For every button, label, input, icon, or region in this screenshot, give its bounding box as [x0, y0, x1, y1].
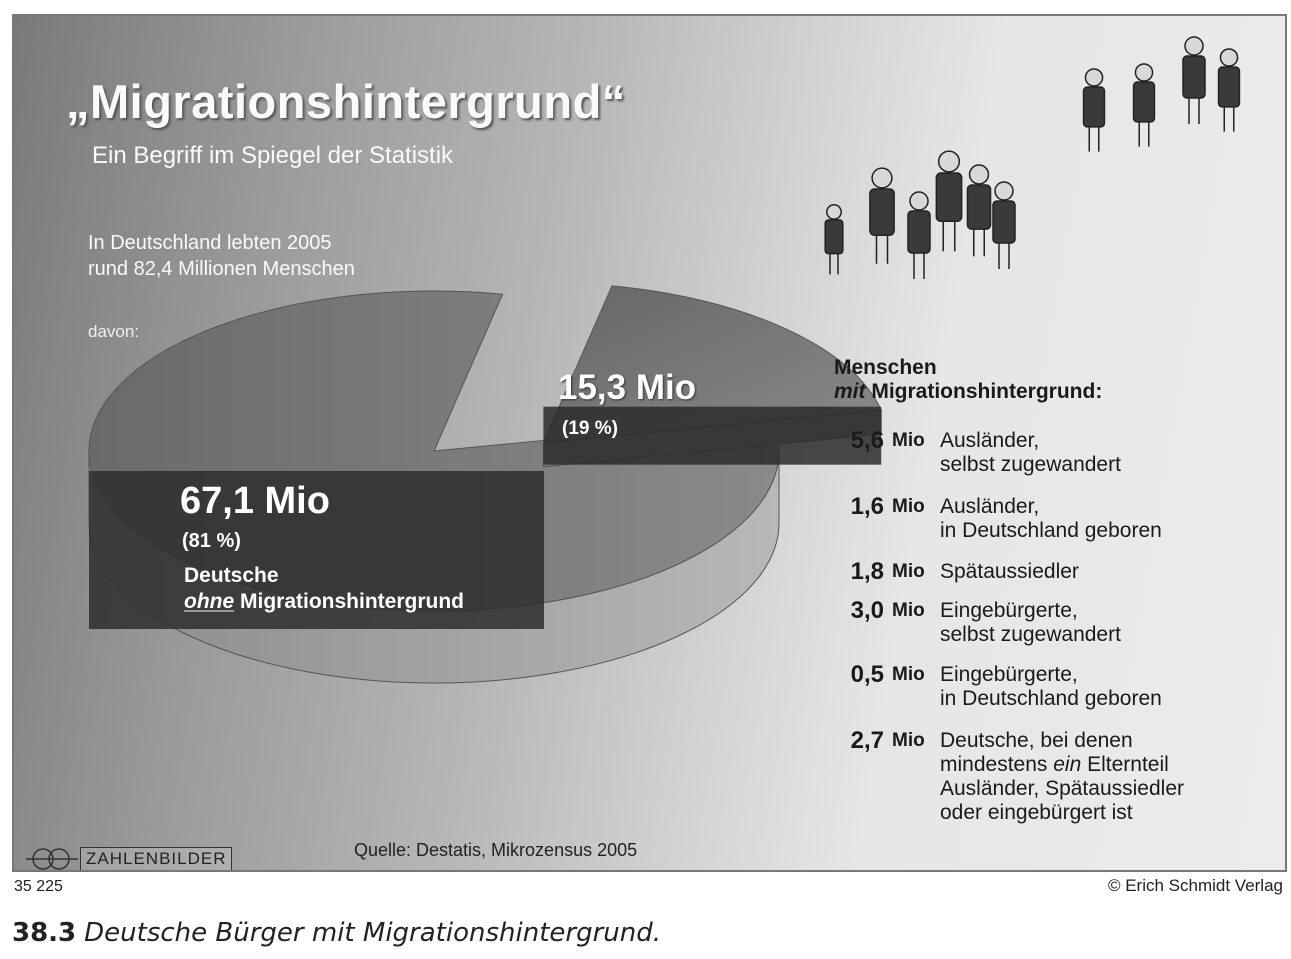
figure-code: 35 225	[14, 878, 63, 895]
person-body	[992, 200, 1016, 244]
davon-label: davon:	[88, 322, 140, 341]
person-legs	[942, 221, 956, 252]
intro-line-1: In Deutschland lebten 2005	[88, 232, 332, 254]
person-legs	[913, 253, 925, 279]
person-body	[1217, 66, 1241, 108]
person-body	[869, 188, 895, 236]
legend-item-description: Eingebürgerte, in Deutschland geboren	[940, 662, 1162, 711]
person-legs	[1088, 126, 1100, 152]
person-head	[1184, 36, 1204, 56]
person-legs	[1188, 98, 1200, 124]
legend-item-line: Ausländer,	[940, 495, 1040, 518]
legend-heading-line1: Menschen	[834, 356, 937, 379]
person-head	[968, 164, 990, 185]
person-body	[1132, 81, 1156, 123]
slice-large-label-line2: ohne Migrationshintergrund	[184, 590, 464, 614]
slice-large-label-em: ohne	[184, 590, 235, 613]
legend-item-unit: Mio	[892, 496, 925, 517]
person-head	[1134, 63, 1154, 82]
person-body	[824, 219, 844, 255]
legend-heading-rest: Migrationshintergrund:	[871, 380, 1103, 403]
legend-item-line: Eingebürgerte,	[940, 663, 1078, 686]
person-body	[1182, 55, 1206, 99]
slice-large-label-rest: Migrationshintergrund	[240, 590, 465, 613]
legend-item-line: Eingebürgerte,	[940, 599, 1078, 622]
logo-text: ZAHLENBILDER	[80, 847, 233, 870]
person-legs	[973, 229, 985, 257]
chart-title: „Migrationshintergrund“	[66, 75, 626, 128]
person-head	[1219, 48, 1239, 67]
legend-item: 5,6 Mio Ausländer, selbst zugewandert	[834, 428, 1121, 477]
person-head	[871, 167, 893, 189]
slice-small-percent: (19 %)	[562, 418, 618, 439]
legend-item-value: 1,8	[850, 558, 884, 585]
source-note: Quelle: Destatis, Mikrozensus 2005	[354, 840, 638, 860]
publisher-credit: © Erich Schmidt Verlag	[1107, 876, 1283, 895]
person-body	[1082, 86, 1106, 128]
slice-small-value: 15,3 Mio	[558, 368, 697, 407]
person-head	[994, 181, 1014, 201]
legend-item: 3,0 Mio Eingebürgerte, selbst zugewandert	[834, 598, 1121, 647]
people-illustration	[824, 36, 1241, 279]
person-head	[1084, 68, 1104, 87]
infographic-frame: „Migrationshintergrund“ Ein Begriff im S…	[12, 14, 1287, 872]
legend-item-value: 1,6	[850, 493, 884, 520]
legend-item-line: selbst zugewandert	[940, 623, 1121, 646]
logo-icon	[26, 848, 78, 870]
legend-item-line: mindestens ein Elternteil	[940, 753, 1169, 776]
legend-item-unit: Mio	[892, 430, 925, 451]
pie-chart	[88, 36, 1241, 684]
person-head	[909, 191, 929, 211]
intro-line-2: rund 82,4 Millionen Menschen	[88, 258, 355, 280]
legend-item: 2,7 Mio Deutsche, bei denen mindestens ein …	[834, 728, 1184, 825]
legend-item-line: in Deutschland geboren	[940, 519, 1162, 542]
legend-item-unit: Mio	[892, 730, 925, 751]
legend-heading-line2: mit Migrationshintergrund:	[834, 380, 1102, 404]
legend-item-unit: Mio	[892, 600, 925, 621]
legend-item-line: Spätaussiedler	[940, 560, 1079, 583]
person-legs	[1138, 121, 1150, 147]
zahlenbilder-logo: ZAHLENBILDER	[24, 846, 233, 870]
slice-large-percent: (81 %)	[182, 530, 241, 552]
person-body	[907, 210, 931, 254]
slice-large-value: 67,1 Mio	[180, 480, 330, 522]
legend-item-unit: Mio	[892, 561, 925, 582]
legend-item-value: 0,5	[850, 661, 884, 688]
legend-item-line: in Deutschland geboren	[940, 687, 1162, 710]
person-head	[826, 204, 842, 220]
caption-text: Deutsche Bürger mit Migrationshintergrun…	[84, 918, 662, 948]
slice-large-label-line1: Deutsche	[184, 564, 279, 587]
person-legs	[998, 243, 1010, 269]
chart-subtitle: Ein Begriff im Spiegel der Statistik	[92, 142, 454, 169]
legend-item-value: 5,6	[850, 427, 884, 454]
legend-item-line: Deutsche, bei denen	[940, 729, 1133, 752]
figure-caption: 38.3 Deutsche Bürger mit Migrationshinter…	[12, 918, 661, 948]
person-body	[966, 184, 992, 230]
legend-item: 1,8 Mio Spätaussiedler	[834, 559, 1079, 585]
person-legs	[1223, 106, 1235, 132]
legend-heading: Menschen mit Migrationshintergrund:	[834, 356, 1102, 404]
legend-item-description: Eingebürgerte, selbst zugewandert	[940, 598, 1121, 647]
legend-item: 0,5 Mio Eingebürgerte, in Deutschland gebor…	[834, 662, 1162, 711]
legend-item-line: Ausländer, Spätaussiedler	[940, 777, 1184, 800]
caption-number: 38.3	[12, 918, 77, 948]
legend-item-unit: Mio	[892, 664, 925, 685]
person-head	[937, 150, 961, 173]
legend-item-value: 2,7	[850, 727, 884, 754]
legend-heading-em: mit	[834, 380, 866, 403]
person-legs	[829, 253, 839, 275]
legend-item-line: Ausländer,	[940, 429, 1040, 452]
pie-slice-ohne	[88, 290, 780, 684]
legend-item-value: 3,0	[850, 597, 884, 624]
legend-item-description: Ausländer, in Deutschland geboren	[940, 494, 1162, 543]
person-body	[935, 172, 963, 223]
legend-item-line: oder eingebürgert ist	[940, 801, 1133, 824]
legend-item-description: Ausländer, selbst zugewandert	[940, 428, 1121, 477]
person-legs	[875, 235, 889, 264]
legend-item-description: Spätaussiedler	[940, 559, 1079, 584]
pie-slice-mit	[542, 285, 882, 468]
legend-item-description: Deutsche, bei denen mindestens ein Eltern…	[940, 728, 1184, 825]
legend-item-line: selbst zugewandert	[940, 453, 1121, 476]
legend-item: 1,6 Mio Ausländer, in Deutschland geboren	[834, 494, 1162, 543]
